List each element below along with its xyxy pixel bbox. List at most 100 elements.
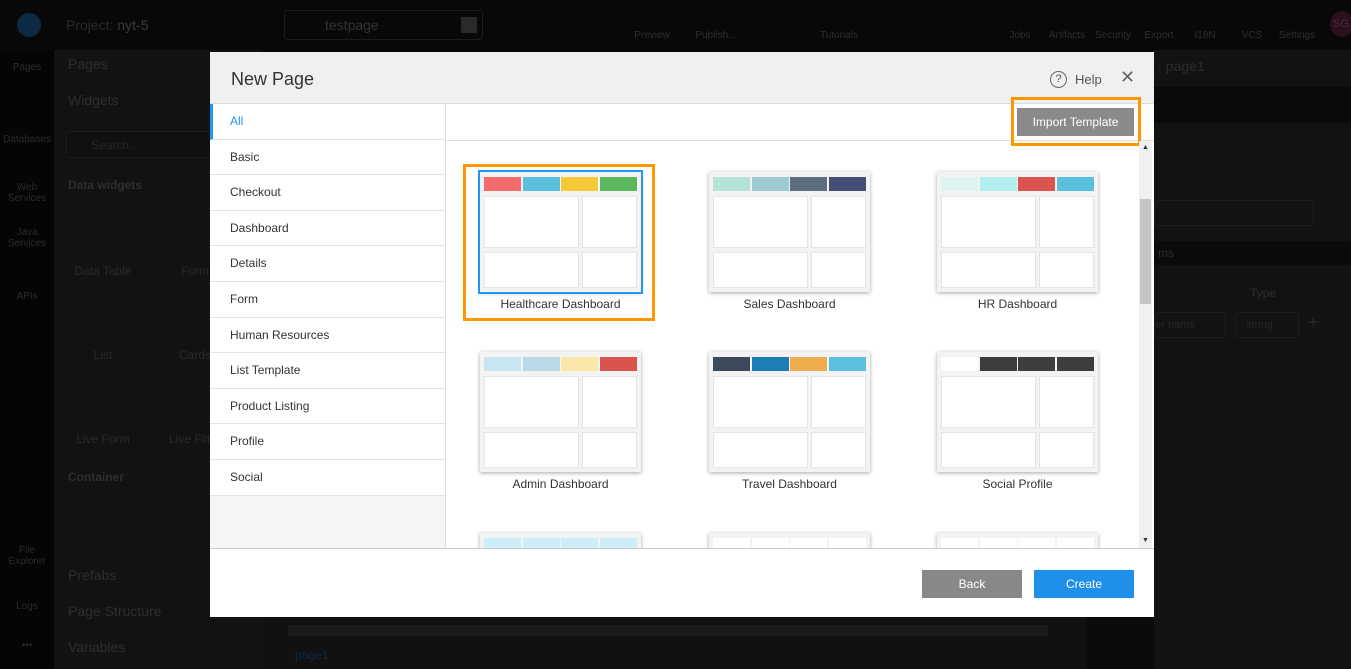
thumbnail-tile <box>979 177 1017 191</box>
thumbnail-panel <box>811 376 866 428</box>
category-product-listing[interactable]: Product Listing <box>210 388 445 425</box>
category-list-template[interactable]: List Template <box>210 353 445 389</box>
thumbnail-tile <box>599 177 637 191</box>
page-selector[interactable]: testpage <box>284 10 483 40</box>
thumbnail-tile <box>790 538 827 548</box>
widget-data-table[interactable]: Data Table <box>74 264 132 278</box>
horizontal-scrollbar[interactable] <box>288 625 1048 636</box>
template-thumbnail[interactable] <box>480 533 641 548</box>
vertical-scrollbar[interactable]: ▲ ▼ <box>1139 141 1152 548</box>
widget-list[interactable]: List <box>93 348 113 362</box>
pages-section[interactable]: Pages <box>68 56 108 72</box>
artifacts-button[interactable]: Artifacts <box>1037 30 1097 41</box>
properties-tabs[interactable] <box>1154 87 1351 123</box>
settings-button[interactable]: Settings <box>1267 30 1327 41</box>
template-thumbnail[interactable] <box>937 172 1098 292</box>
thumbnail-tile <box>484 538 521 548</box>
tutorials-button[interactable]: Tutorials <box>809 30 869 41</box>
add-param-icon[interactable]: + <box>1308 312 1319 332</box>
rail-pages[interactable]: Pages <box>12 62 42 73</box>
preview-label: Preview <box>634 30 670 41</box>
template-thumbnail[interactable] <box>709 172 870 292</box>
template-thumbnail[interactable] <box>937 533 1098 548</box>
category-profile[interactable]: Profile <box>210 424 445 460</box>
canvas-tab[interactable]: page1 <box>295 648 329 662</box>
rail-more[interactable]: ••• <box>21 640 33 651</box>
back-button[interactable]: Back <box>922 570 1022 598</box>
project-name: Project: nyt-5 <box>66 17 148 33</box>
thumbnail-tile <box>979 538 1017 548</box>
widget-live-filter[interactable]: Live Filter <box>168 432 221 446</box>
scroll-down-icon[interactable]: ▼ <box>1142 537 1149 544</box>
category-social[interactable]: Social <box>210 459 445 496</box>
template-thumbnail[interactable] <box>478 170 643 294</box>
widget-cards[interactable]: Cards <box>178 348 211 362</box>
template-name[interactable]: Travel Dashboard <box>742 477 837 491</box>
rail-apis[interactable]: APIs <box>16 291 38 302</box>
template-name[interactable]: HR Dashboard <box>977 297 1058 311</box>
help-link[interactable]: ? Help <box>1050 71 1102 88</box>
template-thumbnail[interactable] <box>480 352 641 472</box>
thumbnail-tile <box>522 538 560 548</box>
template-name[interactable]: Healthcare Dashboard <box>500 297 621 311</box>
thumbnail-tile <box>828 177 866 191</box>
project-label: Project: <box>66 17 114 33</box>
category-basic[interactable]: Basic <box>210 139 445 176</box>
template-thumbnail[interactable] <box>709 352 870 472</box>
template-name[interactable]: Admin Dashboard <box>512 477 609 491</box>
variables-section[interactable]: Variables <box>68 639 126 655</box>
jobs-button[interactable]: Jobs <box>990 30 1050 41</box>
security-button[interactable]: Security <box>1083 30 1143 41</box>
thumbnail-tile <box>561 177 598 191</box>
publish-button[interactable]: Publish... <box>686 30 746 41</box>
thumbnail-tile <box>790 357 827 371</box>
thumbnail-panel <box>582 376 637 428</box>
import-template-button[interactable]: Import Template <box>1017 108 1134 136</box>
create-button[interactable]: Create <box>1034 570 1134 598</box>
category-human-resources[interactable]: Human Resources <box>210 317 445 354</box>
thumbnail-panel <box>713 376 808 428</box>
thumbnail-tile <box>1056 357 1094 371</box>
template-name[interactable]: Social Profile <box>982 477 1053 491</box>
grid-icon[interactable] <box>461 17 477 33</box>
params-heading: ms <box>1154 241 1351 265</box>
i18n-button[interactable]: I18N <box>1175 30 1235 41</box>
template-thumbnail[interactable] <box>937 352 1098 472</box>
thumbnail-panel <box>941 432 1036 468</box>
rail-logs[interactable]: Logs <box>16 601 38 612</box>
preview-button[interactable]: Preview <box>622 30 682 41</box>
rail-java-services[interactable]: Java Services <box>7 227 47 249</box>
page-structure-section[interactable]: Page Structure <box>68 603 162 619</box>
property-input[interactable] <box>1154 200 1314 226</box>
thumbnail-tile <box>713 177 750 191</box>
category-all[interactable]: All <box>210 104 445 140</box>
rail-databases[interactable]: Databases <box>3 134 51 145</box>
category-form[interactable]: Form <box>210 281 445 318</box>
category-checkout[interactable]: Checkout <box>210 175 445 211</box>
rail-web-services[interactable]: Web Services <box>7 182 47 204</box>
thumbnail-tile <box>1056 538 1094 548</box>
widget-live-form[interactable]: Live Form <box>76 432 130 446</box>
thumbnail-panel <box>1039 196 1094 248</box>
template-thumbnail[interactable] <box>709 533 870 548</box>
thumbnail-panel <box>1039 376 1094 428</box>
widgets-section[interactable]: Widgets <box>68 92 119 108</box>
rail-file-explorer[interactable]: File Explorer <box>8 545 46 567</box>
category-dashboard[interactable]: Dashboard <box>210 210 445 247</box>
category-details[interactable]: Details <box>210 246 445 282</box>
thumbnail-panel <box>484 196 579 248</box>
vcs-button[interactable]: VCS <box>1222 30 1282 41</box>
scrollbar-thumb[interactable] <box>1140 199 1151 304</box>
widget-form[interactable]: Form <box>181 264 209 278</box>
param-type-select[interactable]: string <box>1235 312 1299 338</box>
template-name[interactable]: Sales Dashboard <box>743 297 836 311</box>
thumbnail-tile <box>599 538 637 548</box>
canvas-bottom: page1 <box>260 617 1086 669</box>
param-name-input[interactable]: er name <box>1154 312 1226 338</box>
scroll-up-icon[interactable]: ▲ <box>1142 144 1149 151</box>
close-icon[interactable]: ✕ <box>1120 67 1136 87</box>
prefabs-section[interactable]: Prefabs <box>68 567 117 583</box>
export-button[interactable]: Export <box>1129 30 1189 41</box>
category-list: All Basic Checkout Dashboard Details Form Huma… <box>210 104 446 548</box>
avatar[interactable]: SG <box>1330 11 1351 37</box>
